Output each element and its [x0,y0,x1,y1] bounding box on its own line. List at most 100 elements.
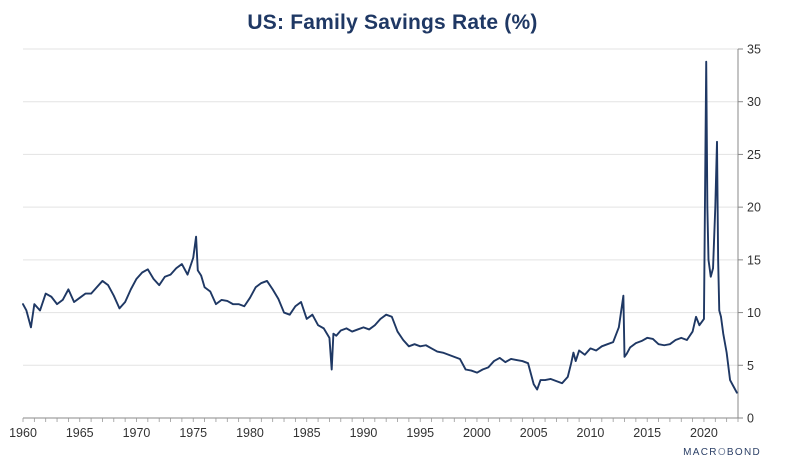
data-point [22,303,24,305]
data-point [618,326,620,328]
data-point [629,346,631,348]
data-point [703,318,705,320]
data-point [575,360,577,362]
data-point [391,316,393,318]
x-tick-label: 1995 [406,426,434,440]
y-axis: 0 5 10 15 20 25 30 35 [737,43,761,426]
data-point [152,278,155,280]
data-point [692,330,694,333]
data-point [669,343,671,345]
data-point [25,309,27,312]
data-point [340,329,342,332]
data-point [311,314,313,316]
x-tick-label: 2020 [690,426,718,440]
data-point [482,368,484,371]
data-point [448,354,450,356]
data-point [232,303,234,305]
data-point [328,337,331,339]
y-tick-label: 25 [747,148,761,162]
data-point [736,392,738,394]
data-point [718,309,720,312]
data-point [589,347,592,350]
data-point [289,314,291,316]
data-point [141,271,143,274]
data-point [186,274,189,276]
data-point [317,324,319,326]
data-point [706,206,708,208]
data-point [572,352,575,354]
data-point [510,358,512,360]
data-point [107,284,109,286]
data-point [521,360,523,362]
chart-title: US: Family Savings Rate (%) [247,11,538,34]
data-point [555,380,558,382]
data-point [640,340,643,342]
data-point [181,263,183,265]
data-point [200,275,202,277]
data-point [487,366,489,368]
y-tick-label: 30 [747,95,761,109]
data-point [209,290,211,293]
data-point [657,343,660,345]
data-point [716,141,718,143]
data-point [717,259,719,261]
x-tick-label: 2005 [520,426,548,440]
data-point [306,318,308,320]
data-point [158,284,160,286]
data-point [499,357,501,359]
data-point [705,61,707,63]
data-point [396,330,399,333]
data-point [45,292,47,295]
data-point [732,385,735,387]
data-point [623,356,626,358]
data-point [408,345,410,347]
data-point [192,257,194,259]
data-point [567,376,569,378]
data-point [147,268,149,270]
data-point [362,326,365,328]
data-point [402,339,404,341]
x-tick-label: 1965 [66,426,94,440]
data-point [612,341,614,343]
data-point [459,358,461,360]
gridlines [23,48,738,366]
data-point [73,301,75,303]
data-point [493,360,495,362]
data-point [385,314,387,316]
data-point [606,343,609,345]
data-point [215,303,217,305]
x-tick-label: 2010 [577,426,605,440]
data-point [712,267,714,269]
data-point [300,301,302,303]
data-point [169,274,172,276]
y-tick-label: 35 [747,43,761,57]
data-point [124,301,126,303]
data-point [62,299,64,301]
data-point [56,303,58,305]
data-point [374,324,376,326]
data-point [33,303,35,305]
data-point [79,297,81,299]
series-line [22,60,738,394]
data-point [539,379,542,381]
data-point [550,378,552,380]
series-group [22,60,738,394]
data-point [164,276,166,278]
data-point [323,327,325,329]
x-tick-label: 2015 [633,426,661,440]
data-point [544,379,546,381]
data-point [203,286,206,288]
data-point [130,288,132,290]
y-tick-label: 15 [747,253,761,267]
data-point [561,382,563,384]
data-point [351,330,353,333]
data-point [221,299,223,301]
data-point [470,369,472,372]
data-point [419,345,421,347]
data-point [578,349,580,352]
data-point [249,297,251,299]
data-point [516,359,518,361]
data-point [674,339,677,341]
x-tick-label: 1990 [350,426,378,440]
